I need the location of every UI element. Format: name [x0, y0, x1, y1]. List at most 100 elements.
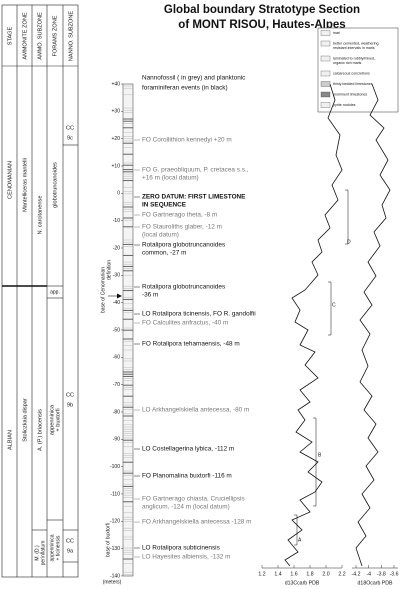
event-label: LO Rotalipora subticinensis [142, 545, 220, 552]
axis-tick-label: 2.2 [338, 571, 345, 577]
axis-tick-label: 1.6 [290, 571, 297, 577]
depth-tick-label: -100 [110, 464, 120, 470]
boundary-arrow-head [117, 293, 122, 299]
axis-tick-label: -3.8 [377, 571, 386, 577]
depth-tick-label: -40 [113, 300, 120, 306]
legend-swatch [320, 102, 331, 108]
event-label: FO Gartnerago theta, -8 m [142, 212, 217, 219]
column-header: STAGE [7, 26, 13, 45]
axis-tick-label: 1.2 [258, 571, 265, 577]
axis-tick-label: 1.4 [274, 571, 281, 577]
legend-swatch [320, 40, 331, 47]
event-label: common, -27 m [142, 250, 186, 257]
column-header: FORAMS ZONE [52, 15, 58, 56]
depth-tick-label: 0 [117, 191, 120, 197]
nanno-subzone: 9a [67, 548, 74, 554]
forams-zone: appenninica [49, 404, 55, 435]
legend-swatch [320, 81, 331, 87]
event-label: ZERO DATUM: FIRST LIMESTONE [142, 194, 246, 201]
ammonite-zone: Stoliczkaia dispar [22, 398, 28, 442]
event-label: FO Rotalipora tehamaensis, -48 m [142, 341, 240, 348]
stage: ALBIAN [7, 430, 13, 450]
side-note: definition [106, 260, 112, 280]
legend-swatch [320, 91, 331, 98]
nanno-subzone: CC [66, 125, 74, 131]
depth-tick-label: +30 [112, 109, 121, 115]
nanno-subzone: 9c [67, 135, 73, 141]
table-frame [1, 4, 79, 578]
title: of MONT RISOU, Hautes-Alpes [178, 19, 345, 31]
event-label: (local datum) [142, 232, 179, 239]
depth-tick-label: +40 [112, 81, 121, 87]
depth-unit: (meters) [103, 579, 122, 585]
depth-tick-label: +20 [112, 136, 121, 142]
forams-zone: globotruncanoides [52, 162, 58, 208]
event-label: FO Calculites anfractus, -40 m [142, 320, 228, 327]
carbon-curve [284, 83, 343, 567]
legend-swatch [320, 30, 331, 36]
legend-label: marl [333, 31, 340, 35]
axis-tick-label: -4 [366, 571, 371, 577]
event-label: +16 m (local datum) [142, 175, 199, 182]
event-label: FO Corollithion kennedyi +20 m [142, 137, 232, 144]
nanno-subzone: CC [66, 538, 74, 544]
zone-brackets [294, 189, 349, 546]
ammo-subzone: N. carcitanense [37, 196, 43, 235]
legend-label: pyrite nodules [333, 103, 356, 107]
forams-zone: + ticinensis [55, 535, 61, 560]
column-header: AMMONITE ZONE [22, 12, 28, 60]
axis-label: d18Ocarb PDB [358, 580, 393, 586]
events-header: Nannofossil ( in grey) and planktonic [142, 75, 246, 82]
event-label: LO Rotalipora ticinensis, FO R. gandolfi… [142, 311, 256, 318]
legend-frame [317, 27, 399, 113]
column-header: AMMO. SUBZONE [37, 12, 43, 60]
legend-label: resistant intervals in marls [333, 46, 375, 50]
lithologic-column [122, 83, 134, 577]
column-header: NANNO. SUBZONE [68, 11, 74, 62]
depth-tick-label: +10 [112, 163, 121, 169]
side-note: base of Cenomanian [100, 267, 106, 313]
legend-swatch [320, 55, 331, 62]
depth-tick-label: -60 [113, 355, 120, 361]
event-label: IN SEQUENCE [142, 202, 187, 209]
nanno-subzone: 9b [67, 402, 73, 408]
event-label: FO Stauroliths glaber, -12 m [142, 224, 222, 231]
stage: CENOMANIAN [7, 161, 13, 199]
events-header: foraminiferan events (in black) [142, 85, 228, 92]
event-label: FO Arkhangelskiella antecessa -128 m [142, 519, 251, 526]
oxygen-curve [355, 83, 391, 567]
curve-letter: D [347, 239, 351, 245]
depth-tick-label: -70 [113, 382, 120, 388]
side-note: base of buxtorfi [105, 523, 111, 557]
depth-tick-label: -120 [110, 519, 120, 525]
legend-label: better cemented, weathering [333, 41, 379, 45]
depth-tick-label: -110 [110, 491, 120, 497]
event-label: LO Costellagerina lybica, -112 m [142, 446, 234, 453]
ammo-subzone: M. (D.) [34, 545, 40, 561]
depth-tick-label: -20 [113, 245, 120, 251]
depth-tick-label: -10 [113, 218, 120, 224]
event-label: FO Gartnerago chiasta, Cruciellipsis [142, 496, 245, 503]
depth-tick-label: -50 [113, 327, 120, 333]
axis-tick-label: -4.2 [352, 571, 361, 577]
axis-tick-label: -3.6 [390, 571, 399, 577]
curve-letter: A [298, 537, 302, 543]
event-label: LO Hayesites albiensis, -132 m [142, 554, 230, 561]
depth-tick-label: -90 [113, 437, 120, 443]
event-label: Rotalipora globotruncanoides [142, 242, 225, 249]
event-label: FO Planomalina buxtorfi -116 m [142, 473, 232, 480]
axis-tick-label: 1.8 [306, 571, 313, 577]
nanno-subzone: CC [66, 392, 74, 398]
ammo-subzone: perinflatum [40, 541, 46, 566]
legend-swatch [320, 70, 331, 77]
forams-zone: + buxtorfi [55, 408, 61, 431]
depth-tick-label: -140 [110, 573, 120, 579]
axis-label: d13Ccarb PDB [285, 580, 320, 586]
depth-tick-label: -130 [110, 546, 120, 552]
forams-zone: app. [50, 289, 60, 295]
legend-label: prominent limestones [333, 92, 367, 96]
event-label: -36 m [142, 292, 158, 299]
event-label: FO G. praeobliquum, P. cretacea s.s., [142, 167, 249, 174]
legend-label: calcareous concretions [333, 71, 370, 75]
